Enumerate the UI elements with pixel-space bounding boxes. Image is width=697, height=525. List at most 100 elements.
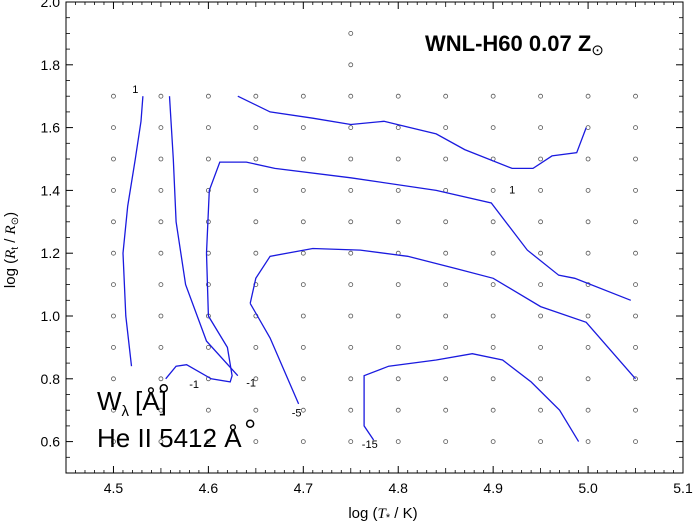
model-point bbox=[538, 93, 544, 99]
model-point bbox=[111, 250, 116, 256]
x-tick-label: 4.5 bbox=[104, 480, 124, 496]
model-point bbox=[300, 313, 306, 319]
model-point bbox=[490, 344, 496, 350]
model-point bbox=[205, 156, 211, 162]
model-point bbox=[585, 313, 591, 319]
x-tick-label: 4.6 bbox=[199, 480, 219, 496]
model-point bbox=[443, 376, 449, 382]
x-tick-label: 4.9 bbox=[483, 480, 503, 496]
model-point bbox=[205, 93, 211, 99]
model-point bbox=[300, 93, 306, 99]
model-point bbox=[538, 439, 544, 445]
model-point bbox=[633, 219, 638, 225]
model-point bbox=[348, 439, 354, 445]
model-point bbox=[538, 376, 544, 382]
model-point bbox=[253, 156, 259, 162]
model-point bbox=[490, 407, 496, 413]
model-point bbox=[253, 125, 259, 130]
model-point bbox=[490, 313, 496, 319]
model-point bbox=[300, 407, 306, 413]
model-point bbox=[585, 219, 591, 225]
model-point bbox=[585, 376, 591, 382]
model-point bbox=[300, 282, 306, 288]
model-point bbox=[253, 187, 259, 193]
contour-line bbox=[205, 161, 632, 301]
model-point bbox=[300, 250, 306, 256]
model-point bbox=[585, 439, 591, 445]
model-point bbox=[158, 250, 164, 256]
model-point bbox=[253, 219, 259, 225]
model-point bbox=[348, 344, 354, 350]
model-point bbox=[348, 219, 354, 225]
contour-line bbox=[165, 253, 233, 383]
model-point bbox=[111, 187, 116, 193]
model-point bbox=[538, 344, 544, 350]
model-point bbox=[205, 250, 211, 256]
model-point bbox=[490, 439, 496, 445]
model-point bbox=[585, 125, 591, 130]
contour-label: -5 bbox=[292, 407, 302, 419]
model-point bbox=[348, 282, 354, 288]
y-tick-label: 1.0 bbox=[41, 308, 61, 324]
highlight-model bbox=[159, 383, 169, 393]
x-tick-label: 4.7 bbox=[294, 480, 314, 496]
model-point bbox=[111, 219, 116, 225]
model-point bbox=[348, 187, 354, 193]
model-point bbox=[158, 219, 164, 225]
model-point bbox=[348, 313, 354, 319]
panel-label-equivalent-width: Wλ [Å] bbox=[97, 386, 167, 420]
model-point bbox=[253, 344, 259, 350]
model-point bbox=[205, 439, 211, 445]
y-axis-label: log (Rt / R⊙) bbox=[2, 212, 21, 288]
contour-line bbox=[249, 247, 636, 380]
model-point bbox=[300, 376, 306, 382]
model-point bbox=[205, 125, 211, 130]
model-point bbox=[633, 313, 638, 319]
highlight-models bbox=[159, 383, 255, 428]
model-point bbox=[300, 125, 306, 130]
model-point bbox=[443, 407, 449, 413]
x-tick-label: 4.8 bbox=[388, 480, 408, 496]
model-point bbox=[443, 156, 449, 162]
y-tick-label: 1.8 bbox=[41, 57, 61, 73]
model-point bbox=[158, 93, 164, 99]
model-point bbox=[633, 187, 638, 193]
model-point bbox=[158, 344, 164, 350]
model-point bbox=[395, 187, 401, 193]
model-point bbox=[633, 156, 638, 162]
model-point bbox=[158, 407, 164, 413]
model-point bbox=[490, 125, 496, 130]
x-axis-label: log (T* / K) bbox=[348, 505, 417, 524]
model-point bbox=[300, 156, 306, 162]
model-point bbox=[158, 439, 164, 445]
model-point bbox=[348, 407, 354, 413]
model-point bbox=[443, 219, 449, 225]
contour-label: -1 bbox=[189, 379, 199, 391]
grid-model-points bbox=[111, 31, 638, 445]
model-point bbox=[633, 125, 638, 130]
model-point bbox=[300, 439, 306, 445]
contour-label: -1 bbox=[246, 378, 256, 390]
model-point bbox=[253, 250, 259, 256]
model-point bbox=[158, 313, 164, 319]
y-tick-label: 0.8 bbox=[41, 371, 61, 387]
model-point bbox=[158, 156, 164, 162]
model-point bbox=[253, 93, 259, 99]
x-tick-label: 5.0 bbox=[578, 480, 598, 496]
model-point bbox=[395, 407, 401, 413]
model-point bbox=[443, 344, 449, 350]
model-point bbox=[348, 62, 354, 68]
y-tick-label: 1.6 bbox=[41, 120, 61, 136]
model-point bbox=[111, 156, 116, 162]
model-point bbox=[633, 250, 638, 256]
model-point bbox=[300, 219, 306, 225]
model-point bbox=[158, 282, 164, 288]
model-point bbox=[158, 125, 164, 130]
model-point bbox=[300, 344, 306, 350]
model-point bbox=[633, 439, 638, 445]
model-point bbox=[633, 93, 638, 99]
model-point bbox=[538, 125, 544, 130]
model-point bbox=[111, 313, 116, 319]
model-point bbox=[538, 407, 544, 413]
